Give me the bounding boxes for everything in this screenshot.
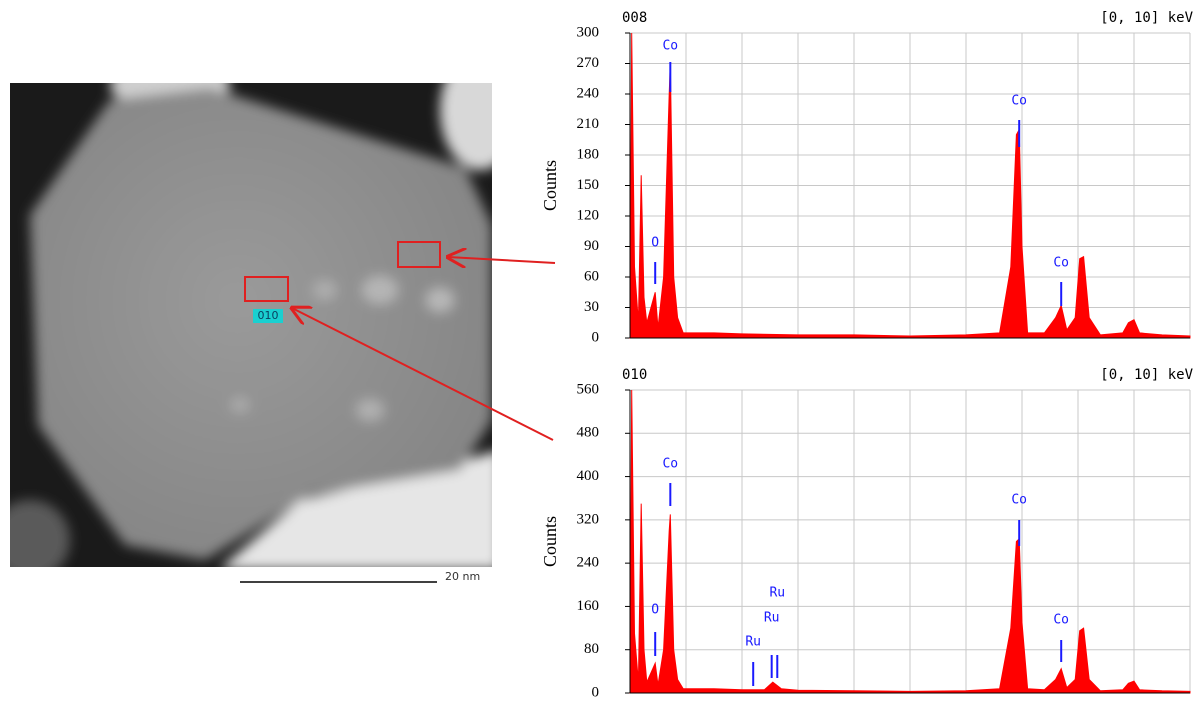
y-axis-label: Counts [540,516,560,567]
y-tick-label: 320 [577,511,600,527]
y-tick-label: 150 [577,177,600,193]
y-tick-label: 90 [584,238,599,254]
y-tick-label: 30 [584,299,599,315]
chart-title: 008 [622,10,647,26]
arrow [292,308,554,441]
arrow [448,257,556,263]
stem-image: 010 [10,83,492,567]
peak-label: Co [1053,256,1069,271]
peak-label: O [651,236,659,251]
y-tick-label: 180 [577,146,600,162]
y-tick-label: 120 [577,207,600,223]
scale-bar-label: 20 nm [445,570,480,583]
y-tick-label: 80 [584,641,599,657]
y-axis-label: Counts [540,160,560,211]
y-tick-label: 0 [592,684,600,700]
peak-label: Co [1011,493,1027,508]
y-tick-label: 60 [584,268,599,284]
peak-label: Co [1011,94,1027,109]
peak-label: Ru [769,586,785,601]
y-tick-label: 480 [577,425,600,441]
y-tick-label: 0 [592,329,600,345]
y-tick-label: 240 [577,85,600,101]
range-label: [0, 10] keV [1100,10,1193,26]
y-tick-label: 240 [577,555,600,571]
range-label: [0, 10] keV [1100,367,1193,383]
y-tick-label: 400 [577,468,600,484]
spectrum [629,32,1191,339]
peak-label: Co [662,457,678,472]
y-tick-label: 160 [577,598,600,614]
peak-label: Ru [745,635,761,650]
peak-label: Ru [764,611,780,626]
peak-label: Co [1053,613,1069,628]
peak-label: O [651,603,659,618]
y-tick-label: 210 [577,116,600,132]
peak-label: Co [662,39,678,54]
y-tick-label: 560 [577,381,600,397]
spectrum [629,389,1191,694]
chart-title: 010 [622,367,647,383]
y-tick-label: 270 [577,55,600,71]
y-tick-label: 300 [577,24,600,40]
region-label: 010 [258,309,279,322]
